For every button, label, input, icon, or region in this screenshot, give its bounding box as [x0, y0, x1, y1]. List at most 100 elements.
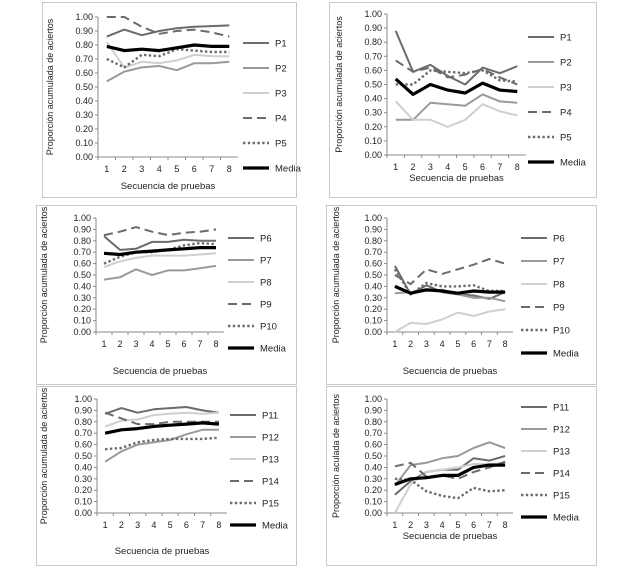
- y-tick-label: 0.80: [364, 236, 382, 246]
- y-tick-label: 0.40: [75, 96, 93, 106]
- series-line-media: [104, 421, 220, 435]
- x-tick-label: 6: [181, 339, 186, 349]
- series-line-p14: [104, 411, 219, 426]
- y-tick-label: 1.00: [73, 213, 91, 223]
- series-line-p13: [104, 411, 219, 428]
- legend-label-p7: P7: [553, 257, 565, 268]
- chart-panel-p11-p15-b: 0.00 0.10 0.20 0.30 0.40 0.50 0.60 0.70 0.80 0.90…: [326, 386, 597, 566]
- x-tick-label: 6: [480, 162, 485, 172]
- x-tick-label: 8: [213, 339, 218, 349]
- y-tick-label: 0.60: [364, 65, 382, 75]
- y-tick-label: 0.00: [364, 327, 382, 337]
- y-tick-label: 0.10: [364, 316, 382, 326]
- series-line-p3: [394, 100, 518, 128]
- x-tick-label: 5: [168, 520, 173, 530]
- legend-label-p5: P5: [560, 133, 572, 144]
- series-line-p7: [103, 264, 217, 281]
- series-line-p9: [103, 226, 217, 237]
- legend-label-p12: P12: [553, 425, 570, 436]
- y-tick-label: 0.10: [74, 497, 92, 507]
- x-tick-label: 2: [117, 339, 122, 349]
- y-tick-label: 0.80: [364, 37, 382, 47]
- y-tick-label: 0.40: [364, 462, 382, 472]
- x-tick-label: 1: [392, 520, 397, 530]
- legend-label-p15: P15: [553, 491, 570, 502]
- y-tick-label: 0.20: [364, 304, 382, 314]
- y-tick-label: 0.40: [364, 94, 382, 104]
- y-tick-label: 0.80: [73, 236, 91, 246]
- legend-label-p9: P9: [553, 303, 565, 314]
- legend-label-p14: P14: [262, 477, 279, 488]
- y-axis-title: Proporción acumulada de aciertos: [331, 206, 341, 343]
- x-tick-label: 1: [101, 339, 106, 349]
- x-tick-label: 4: [440, 520, 445, 530]
- series-line-p10: [393, 268, 506, 296]
- legend-label-media: Media: [275, 164, 302, 175]
- x-tick-label: 8: [503, 520, 508, 530]
- y-tick-label: 0.30: [364, 474, 382, 484]
- series-line-p12: [104, 428, 219, 463]
- series-line-p11: [104, 406, 220, 415]
- y-tick-label: 0.70: [73, 247, 91, 257]
- y-tick-label: 0.40: [73, 281, 91, 291]
- series-line-p15: [394, 477, 506, 500]
- x-tick-label: 8: [515, 162, 520, 172]
- legend-label-p10: P10: [553, 326, 570, 337]
- y-axis-title: Proporción aculada de aciertos: [331, 393, 341, 518]
- y-tick-label: 0.50: [74, 451, 92, 461]
- legend-label-p13: P13: [553, 447, 570, 458]
- chart-panel-p6-p10-b: 0.00 0.10 0.20 0.30 0.40 0.50 0.60 0.70 0.80 0.90…: [326, 205, 597, 385]
- legend-label-media: Media: [260, 344, 287, 355]
- chart-p11-p15-b: 0.000.10 0.200.30 0.400.500.60 0.700.80 0.90…: [331, 393, 580, 542]
- legend-label-media: Media: [553, 513, 580, 524]
- series-line-p5: [106, 48, 230, 69]
- x-tick-label: 2: [408, 339, 413, 349]
- y-tick-label: 0.70: [364, 428, 382, 438]
- legend-label-p9: P9: [260, 300, 272, 311]
- x-tick-label: 1: [103, 520, 108, 530]
- x-tick-label: 2: [411, 162, 416, 172]
- y-tick-label: 0.40: [364, 281, 382, 291]
- series-line-media: [103, 245, 216, 257]
- legend-label-p3: P3: [275, 89, 287, 100]
- y-tick-label: 0.00: [75, 152, 93, 162]
- y-tick-label: 0.50: [73, 270, 91, 280]
- y-tick-label: 0.40: [74, 462, 92, 472]
- legend-label-p8: P8: [553, 280, 565, 291]
- y-tick-label: 0.90: [73, 224, 91, 234]
- y-tick-label: 0.10: [73, 316, 91, 326]
- x-tick-label: 5: [463, 162, 468, 172]
- x-tick-label: 6: [471, 339, 476, 349]
- y-tick-label: 0.70: [364, 247, 382, 257]
- series-line-p1: [106, 24, 230, 38]
- legend-label-p12: P12: [262, 433, 279, 444]
- y-tick-label: 0.50: [364, 451, 382, 461]
- y-tick-label: 1.00: [364, 394, 382, 404]
- legend-label-p15: P15: [262, 499, 279, 510]
- y-tick-label: 0.70: [75, 54, 93, 64]
- chart-p6-p10-b: 0.000.10 0.200.30 0.400.500.60 0.700.80 0.90…: [331, 206, 580, 377]
- series-line-p15: [105, 436, 219, 451]
- x-tick-label: 4: [149, 339, 154, 349]
- chart-p1-p5-b: 0.00 0.10 0.20 0.30 0.40 0.50 0.60 0.70 0.80 0.90…: [334, 9, 587, 184]
- y-tick-label: 0.20: [73, 304, 91, 314]
- chart-panel-p6-p10: 0.00 0.10 0.20 0.30 0.40 0.50 0.60 0.70 0.80 0.90…: [36, 205, 297, 385]
- y-tick-label: 0.60: [75, 68, 93, 78]
- y-tick-label: 0.10: [364, 136, 382, 146]
- y-tick-label: 0.30: [74, 474, 92, 484]
- x-tick-label: 4: [151, 520, 156, 530]
- series-line-p8: [394, 308, 506, 333]
- y-tick-label: 0.70: [74, 428, 92, 438]
- y-tick-label: 0.20: [75, 124, 93, 134]
- legend-label-p10: P10: [260, 322, 277, 333]
- x-axis-title: Secuencia de pruebas: [113, 366, 208, 377]
- chart-p1-p5: 0.00 0.10 0.20 0.30 0.40 0.50 0.60 0.70 0.80 0.90…: [45, 12, 302, 192]
- y-axis-title: Proporción acumulada de aciertos: [45, 18, 55, 155]
- series-line-p9: [394, 258, 506, 286]
- legend-label-p1: P1: [560, 33, 572, 44]
- y-tick-label: 0.30: [75, 110, 93, 120]
- y-tick-label: 0.00: [73, 327, 91, 337]
- y-tick-label: 0.30: [73, 293, 91, 303]
- x-axis-title: Secuencia de pruebas: [403, 531, 498, 542]
- y-tick-label: 0.80: [364, 417, 382, 427]
